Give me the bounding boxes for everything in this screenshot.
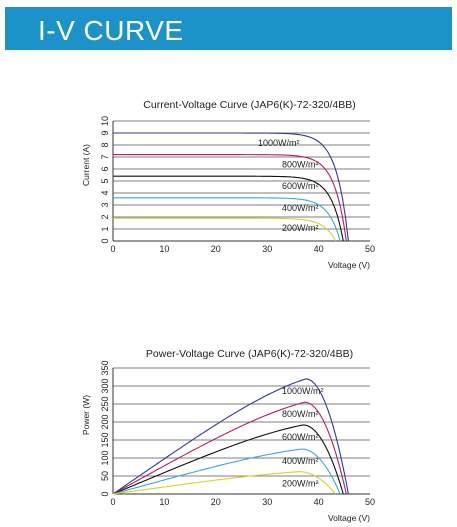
pv-y-tick-label: 200 bbox=[100, 414, 110, 429]
pv-x-tick-label: 10 bbox=[159, 497, 169, 507]
pv-y-tick-label: 150 bbox=[100, 432, 110, 447]
iv-series-label-1000: 1000W/m² bbox=[258, 138, 300, 148]
iv-y-tick-label: 9 bbox=[100, 130, 110, 135]
pv-series-line-800 bbox=[112, 401, 347, 495]
pv-y-tick-label: 300 bbox=[100, 378, 110, 393]
pv-chart-title: Power-Voltage Curve (JAP6(K)-72-320/4BB) bbox=[146, 348, 353, 360]
header-banner: I-V CURVE bbox=[5, 7, 452, 50]
pv-series-line-400 bbox=[112, 448, 341, 495]
iv-series-label-400: 400W/m² bbox=[282, 203, 319, 213]
iv-y-axis-label: Current (A) bbox=[81, 144, 91, 186]
iv-x-tick-label: 40 bbox=[314, 244, 324, 254]
pv-series-label-400: 400W/m² bbox=[282, 456, 319, 466]
pv-series-line-600 bbox=[112, 424, 344, 495]
iv-y-tick-label: 7 bbox=[100, 154, 110, 159]
pv-y-tick-label: 0 bbox=[100, 491, 110, 496]
iv-x-tick-label: 20 bbox=[211, 244, 221, 254]
iv-x-tick-label: 30 bbox=[262, 244, 272, 254]
iv-y-tick-label: 3 bbox=[100, 202, 110, 207]
pv-series-label-800: 800W/m² bbox=[282, 409, 319, 419]
iv-series-line-200 bbox=[113, 217, 337, 242]
iv-series-label-600: 600W/m² bbox=[282, 181, 319, 191]
iv-y-tick-label: 0 bbox=[100, 238, 110, 243]
iv-y-tick-label: 8 bbox=[100, 142, 110, 147]
iv-x-tick-label: 0 bbox=[110, 244, 115, 254]
iv-y-tick-label: 2 bbox=[100, 214, 110, 219]
pv-series-label-1000: 1000W/m² bbox=[282, 386, 324, 396]
pv-y-tick-label: 100 bbox=[100, 450, 110, 465]
iv-x-tick-label: 10 bbox=[159, 244, 169, 254]
iv-series-line-1000 bbox=[113, 132, 349, 242]
pv-series-line-200 bbox=[112, 471, 336, 495]
iv-series-line-800 bbox=[113, 154, 347, 242]
page-title: I-V CURVE bbox=[38, 15, 184, 46]
iv-y-tick-label: 1 bbox=[100, 226, 110, 231]
iv-x-tick-label: 50 bbox=[365, 244, 375, 254]
iv-series-label-200: 200W/m² bbox=[282, 223, 319, 233]
pv-series-label-200: 200W/m² bbox=[282, 479, 319, 489]
pv-series-line-1000 bbox=[112, 378, 349, 495]
iv-y-tick-label: 6 bbox=[100, 166, 110, 171]
iv-y-tick-label: 4 bbox=[100, 190, 110, 195]
pv-x-axis-label: Voltage (V) bbox=[328, 513, 370, 523]
pv-x-tick-label: 40 bbox=[314, 497, 324, 507]
pv-y-tick-label: 250 bbox=[100, 396, 110, 411]
pv-y-tick-label: 350 bbox=[100, 360, 110, 375]
iv-series-line-400 bbox=[113, 197, 341, 242]
pv-x-tick-label: 50 bbox=[365, 497, 375, 507]
pv-x-tick-label: 20 bbox=[211, 497, 221, 507]
pv-x-tick-label: 30 bbox=[262, 497, 272, 507]
iv-series-label-800: 800W/m² bbox=[282, 160, 319, 170]
pv-x-tick-label: 0 bbox=[110, 497, 115, 507]
pv-series-label-600: 600W/m² bbox=[282, 432, 319, 442]
pv-y-axis-label: Power (W) bbox=[81, 395, 91, 435]
iv-x-axis-label: Voltage (V) bbox=[328, 260, 370, 270]
iv-series-line-600 bbox=[113, 175, 344, 242]
iv-y-tick-label: 5 bbox=[100, 178, 110, 183]
iv-chart-title: Current-Voltage Curve (JAP6(K)-72-320/4B… bbox=[143, 99, 355, 111]
pv-y-tick-label: 50 bbox=[100, 471, 110, 481]
iv-y-tick-label: 10 bbox=[100, 116, 110, 126]
